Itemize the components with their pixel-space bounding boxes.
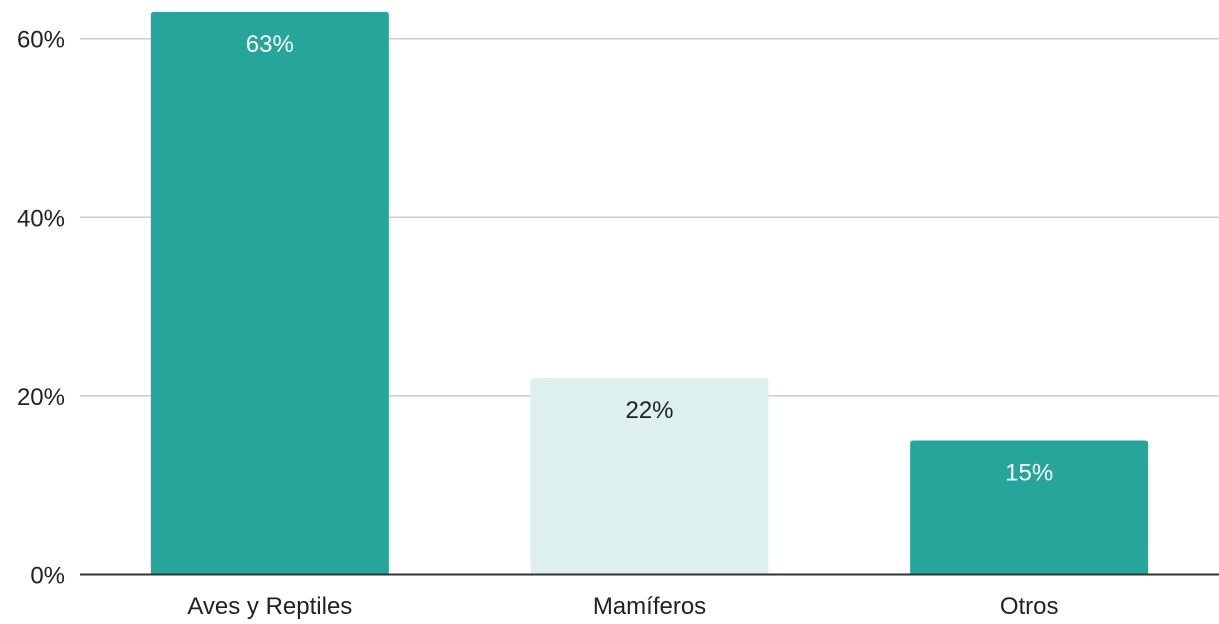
labels: 0% 20% 40% 60% 63% Aves y Reptiles 22% Mamífero…	[17, 27, 1059, 620]
y-tick-label: 20%	[17, 384, 65, 411]
bar	[150, 11, 389, 575]
bar	[910, 440, 1149, 575]
data-label: 63%	[246, 31, 294, 58]
y-tick-label: 60%	[17, 27, 65, 54]
bar	[530, 378, 769, 575]
y-tick-label: 0%	[30, 563, 65, 590]
x-tick-label: Aves y Reptiles	[187, 593, 352, 619]
data-label: 15%	[1005, 460, 1053, 487]
y-tick-label: 40%	[17, 205, 65, 232]
x-tick-label: Otros	[1000, 593, 1059, 619]
x-tick-label: Mamíferos	[593, 593, 706, 619]
data-label: 22%	[625, 397, 673, 424]
bars	[150, 11, 1149, 575]
